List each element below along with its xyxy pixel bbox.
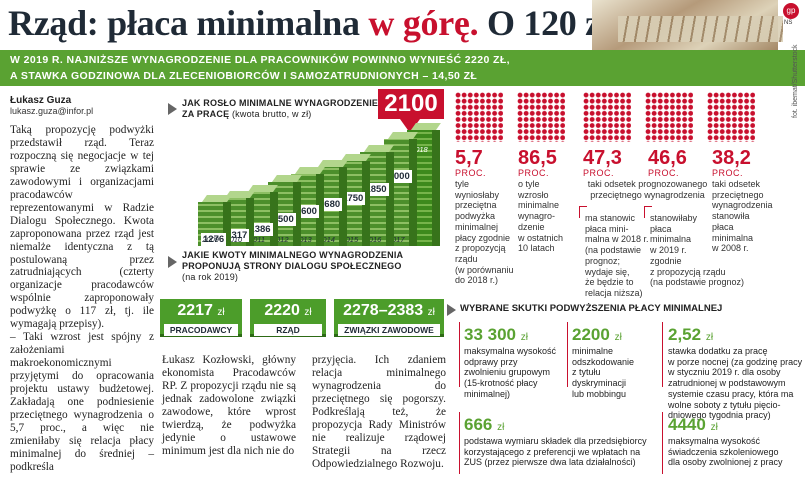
growth-chart-title: Jak rosło minimalne wynagrodzenie za pra… [182,98,382,120]
effect-value: 4440 zł [668,415,718,434]
bar-year-label: 2009 [202,235,219,244]
effect-value: 33 300 zł [464,325,528,344]
effect-desc: minimalne odszkodowanie z tytułu dyskrym… [572,346,635,399]
proposal-amount: 2278–2383 [343,302,424,319]
proc-label: PROC. [583,168,615,178]
proc-label: PROC. [712,168,744,178]
effect-unit: zł [497,422,505,433]
effect-unit: zł [520,332,528,343]
proposal-amount: 2220 [264,302,300,319]
banner-line2: a stawka godzinowa dla zleceniobiorców i… [10,70,478,82]
effect-unit: zł [705,332,714,343]
proposal-unit: zł [217,307,225,318]
ns-label: NS [784,20,793,26]
proposal-label: związki zawodowe [338,324,440,336]
proc-label: PROC. [648,168,680,178]
effect-unit: zł [614,332,622,343]
divider-line [459,412,460,474]
bar-year-label: 2013 [295,235,312,244]
bracket-left [579,206,587,218]
effects-title: Wybrane skutki podwyższenia płacy minima… [460,303,723,314]
photo-credit: fot. ibemat/Shutterstock [792,44,799,118]
effect-value: 2,52 zł [668,325,714,344]
divider-line [662,412,663,474]
percent-group-desc: taki odsetek prognozowanego przeciętnego… [587,179,708,200]
proposal-unit: zł [304,307,312,318]
percent-desc: tyle wyniosłaby przeciętna podwyżka mini… [455,179,514,286]
percent-value: 38,2 [712,147,751,169]
banknotes-stack [618,16,783,42]
bar-year-label: 2014 [318,235,335,244]
effect-desc: maksymalna wysokość odprawy przy zwolnie… [464,346,557,399]
bar-year-label: 2017 [387,235,405,244]
subheadline-banner: W 2019 r. najniższe wynagrodzenie dla pr… [0,50,805,86]
divider-line [567,322,568,387]
percent-value: 5,7 [455,147,483,169]
headline-part2: w górę. [368,3,479,43]
proposal-amount: 2217 [177,302,213,319]
dot-grid-46-6 [645,92,693,142]
proc-label: PROC. [518,168,550,178]
headline-part3: O 120 zł [478,3,611,43]
proposal-label: rząd [254,324,322,336]
effect-unit: zł [710,422,718,433]
percent-value: 46,6 [648,147,687,169]
article-column-2: Łukasz Kozłowski, główny ekonomista Prac… [162,354,296,457]
proposal-unit: zł [427,307,435,318]
proposal-card-government: 2220 zł rząd [250,299,326,337]
author-name: Łukasz Guza [10,95,72,106]
proposal-card-employers: 2217 zł pracodawcy [160,299,242,337]
effect-value: 666 zł [464,415,505,434]
arrow-icon [168,103,177,115]
proposal-card-unions: 2278–2383 zł związki zawodowe [334,299,444,337]
article-column-3: przyjęcia. Ich zdaniem relacja minimalne… [312,354,446,470]
bar-year-label: 2012 [271,235,289,244]
headline: Rząd: płaca minimalna w górę. O 120 zł [8,2,611,44]
divider-line [459,322,460,387]
bar-year-label: 2018 [411,145,428,154]
dot-grid-86-5 [517,92,565,142]
growth-chart-title-text: Jak rosło minimalne wynagrodzenie za pra… [182,98,379,119]
dot-grid-38-2 [707,92,755,142]
bar-value-label: 1276 [201,233,227,246]
banner-line1: W 2019 r. najniższe wynagrodzenie dla pr… [10,54,510,66]
effect-desc: maksymalna wysokość świadczenia szkoleni… [668,436,783,468]
proposal-label: pracodawcy [164,324,238,336]
percent-value: 86,5 [518,147,557,169]
bar-2009: 1276 2009 [198,195,233,246]
publisher-logo: gp [783,3,799,19]
article-column-1: Taką propozycję podwyżki przedstawił rzą… [10,124,154,473]
bar-year-label: 2015 [341,235,359,244]
highlight-value-2100: 2100 [378,89,444,119]
percent-value: 47,3 [583,147,622,169]
divider-line [662,322,663,387]
proposals-subtitle: (na rok 2019) [182,272,239,282]
proposals-title: Jakie kwoty minimalnego wynagrodzenia pr… [182,250,422,283]
proposals-title-text: Jakie kwoty minimalnego wynagrodzenia pr… [182,250,403,271]
growth-chart-subtitle: (kwota brutto, w zł) [231,109,312,119]
bracket-right [644,206,652,218]
bar-year-label: 2016 [364,235,382,244]
percent-sub-desc-2018: ma stanowic płaca mini- malna w 2018 r. … [585,213,649,298]
effect-desc: podstawa wymiaru składek dla przedsiębio… [464,436,647,468]
percent-desc: taki odsetek przeciętnego wynagrodzenia … [712,179,773,254]
dot-grid-5-7 [455,92,503,142]
headline-part1: Rząd: płaca minimalna [8,3,369,43]
proc-label: PROC. [455,168,487,178]
dot-grid-47-3 [583,92,631,142]
effect-desc: stawka dodatku za pracę w porze nocnej (… [668,346,803,421]
percent-sub-desc-2019: stanowiłaby płaca minimalna w 2019 r. zg… [650,213,745,288]
effect-value: 2200 zł [572,325,622,344]
bar-year-label: 2011 [248,235,266,244]
arrow-icon [447,304,456,316]
arrow-icon [168,256,177,268]
percent-desc: o tyle wzrosło minimalne wynagro- dzenie… [518,179,564,254]
bar-year-label: 2010 [225,235,243,244]
growth-chart-bars: 1276 2009 1317 2010 1386 2011 1500 2012 1600 2013… [198,123,441,246]
author-email[interactable]: lukasz.guza@infor.pl [10,106,94,116]
